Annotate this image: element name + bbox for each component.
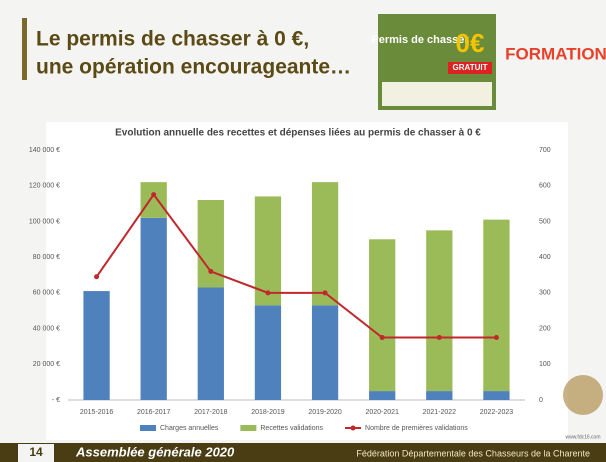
slide-title: Le permis de chasser à 0 €, (36, 28, 309, 51)
bar (426, 230, 452, 391)
line-marker (437, 335, 442, 340)
legend-swatch (140, 425, 156, 431)
legend-label: Recettes validations (260, 425, 323, 432)
bar (426, 391, 452, 400)
y-tick-label: 140 000 € (29, 147, 60, 154)
line-marker (94, 274, 99, 279)
y-tick-label: - € (52, 397, 60, 404)
line-marker (265, 290, 270, 295)
x-tick-label: 2022-2023 (480, 409, 514, 416)
bar (255, 305, 281, 400)
y2-tick-label: 0 (539, 397, 543, 404)
y-tick-label: 80 000 € (33, 254, 60, 261)
line-marker (208, 269, 213, 274)
legend-label: Charges annuelles (160, 425, 219, 432)
page-number: 14 (29, 445, 43, 459)
line-marker (494, 335, 499, 340)
logo: FORMATION (505, 44, 606, 63)
poster-price: 0€ (456, 28, 485, 58)
legend-swatch (240, 425, 256, 431)
y2-tick-label: 400 (539, 254, 551, 261)
chart-title: Evolution annuelle des recettes et dépen… (115, 128, 481, 139)
y-tick-label: 20 000 € (33, 361, 60, 368)
tree-logo (563, 375, 603, 415)
slide: Le permis de chasser à 0 €, une opératio… (0, 0, 606, 462)
bar (483, 220, 509, 391)
y-tick-label: 100 000 € (29, 218, 60, 225)
legend-label: Nombre de premières validations (365, 425, 468, 432)
y2-tick-label: 500 (539, 218, 551, 225)
bar (483, 391, 509, 400)
footer-event: Assemblée générale 2020 (75, 444, 235, 459)
line-marker (151, 192, 156, 197)
footer-org: Fédération Départementale des Chasseurs … (356, 448, 590, 458)
y-tick-label: 60 000 € (33, 290, 60, 297)
title-bar (22, 18, 27, 80)
y-tick-label: 40 000 € (33, 325, 60, 332)
x-tick-label: 2021-2022 (423, 409, 457, 416)
poster-footer (382, 82, 492, 106)
y2-tick-label: 700 (539, 147, 551, 154)
y2-tick-label: 200 (539, 325, 551, 332)
line-marker (380, 335, 385, 340)
x-tick-label: 2020-2021 (365, 409, 399, 416)
bar (312, 182, 338, 305)
x-tick-label: 2017-2018 (194, 409, 228, 416)
y-tick-label: 120 000 € (29, 183, 60, 190)
bar (141, 218, 167, 400)
bar (312, 305, 338, 400)
y2-tick-label: 300 (539, 290, 551, 297)
bar (369, 239, 395, 391)
x-tick-label: 2019-2020 (308, 409, 342, 416)
bar (198, 288, 224, 401)
line-marker (323, 290, 328, 295)
bar (83, 291, 109, 400)
y2-tick-label: 600 (539, 183, 551, 190)
y2-tick-label: 100 (539, 361, 551, 368)
slide-title: une opération encourageante… (36, 56, 351, 79)
x-tick-label: 2016-2017 (137, 409, 171, 416)
poster-badge: GRATUIT (453, 63, 488, 72)
x-tick-label: 2015-2016 (80, 409, 114, 416)
website: www.fdc16.com (565, 434, 600, 440)
bar (369, 391, 395, 400)
bar (141, 182, 167, 218)
legend-swatch (351, 426, 356, 431)
x-tick-label: 2018-2019 (251, 409, 285, 416)
